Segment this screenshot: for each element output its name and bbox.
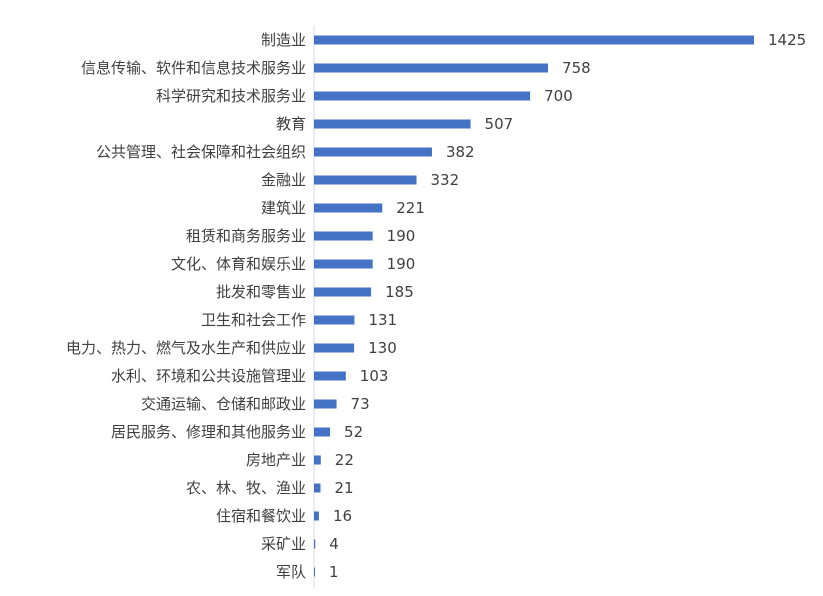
bar — [314, 203, 383, 213]
category-label: 文化、体育和娱乐业 — [171, 255, 306, 273]
data-label: 103 — [360, 367, 389, 385]
category-label: 住宿和餐饮业 — [216, 507, 306, 525]
category-label: 采矿业 — [261, 535, 306, 553]
data-label: 382 — [446, 143, 475, 161]
bar — [314, 175, 417, 185]
bar — [314, 287, 372, 297]
bar — [314, 119, 471, 129]
data-labels: 1425758700507382332221190190185131130103… — [329, 31, 806, 581]
data-label: 16 — [333, 507, 352, 525]
data-label: 758 — [562, 59, 591, 77]
category-label: 居民服务、修理和其他服务业 — [111, 423, 306, 441]
bar — [314, 427, 331, 437]
category-labels: 制造业信息传输、软件和信息技术服务业科学研究和技术服务业教育公共管理、社会保障和… — [66, 31, 306, 581]
data-label: 21 — [334, 479, 353, 497]
category-label: 教育 — [276, 115, 306, 133]
category-label: 信息传输、软件和信息技术服务业 — [81, 59, 306, 77]
data-label: 130 — [368, 339, 397, 357]
data-label: 4 — [329, 535, 339, 553]
category-label: 电力、热力、燃气及水生产和供应业 — [66, 339, 306, 357]
bar — [314, 567, 315, 577]
category-label: 房地产业 — [246, 451, 306, 469]
data-label: 507 — [485, 115, 514, 133]
data-label: 52 — [344, 423, 363, 441]
data-label: 221 — [396, 199, 425, 217]
data-label: 1425 — [768, 31, 806, 49]
bar — [314, 35, 754, 45]
bar — [314, 63, 549, 73]
category-label: 批发和零售业 — [216, 283, 306, 301]
data-label: 185 — [385, 283, 414, 301]
data-label: 700 — [544, 87, 573, 105]
bar — [314, 343, 355, 353]
category-label: 制造业 — [261, 31, 306, 49]
bar — [314, 483, 321, 493]
bar — [314, 455, 321, 465]
category-label: 租赁和商务服务业 — [186, 227, 306, 245]
category-label: 科学研究和技术服务业 — [156, 87, 306, 105]
data-label: 131 — [368, 311, 397, 329]
bar — [314, 399, 337, 409]
bars — [314, 35, 754, 577]
data-label: 1 — [329, 563, 339, 581]
category-label: 金融业 — [261, 171, 306, 189]
bar — [314, 315, 355, 325]
bar — [314, 539, 316, 549]
bar — [314, 511, 319, 521]
bar — [314, 371, 346, 381]
category-label: 公共管理、社会保障和社会组织 — [96, 143, 306, 161]
bar — [314, 91, 531, 101]
data-label: 22 — [335, 451, 354, 469]
bar — [314, 259, 373, 269]
category-label: 建筑业 — [261, 199, 306, 217]
category-label: 交通运输、仓储和邮政业 — [141, 395, 306, 413]
bar — [314, 231, 373, 241]
bar — [314, 147, 432, 157]
category-label: 农、林、牧、渔业 — [186, 479, 306, 497]
data-label: 190 — [387, 227, 416, 245]
category-label: 军队 — [276, 563, 306, 581]
category-label: 水利、环境和公共设施管理业 — [111, 367, 306, 385]
data-label: 190 — [387, 255, 416, 273]
data-label: 73 — [351, 395, 370, 413]
data-label: 332 — [431, 171, 460, 189]
category-label: 卫生和社会工作 — [201, 311, 306, 329]
